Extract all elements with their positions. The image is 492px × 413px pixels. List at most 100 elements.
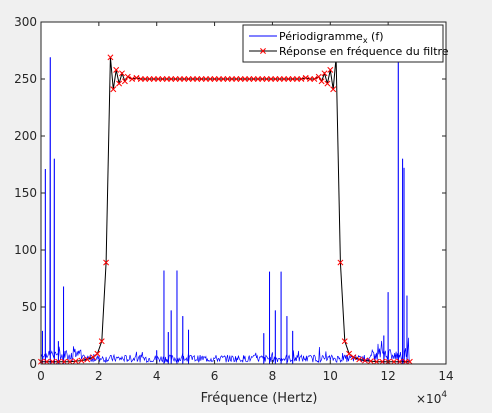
plot-area [41,22,446,364]
filter-response-marker-31 [176,76,183,82]
filter-response-marker-40 [215,76,222,82]
filter-response-marker-15 [113,66,120,73]
filter-response-marker-55 [281,76,287,82]
filter-response-marker-19 [124,73,131,80]
filter-response-marker-16 [116,80,123,87]
y-tick-label-1: 50 [22,300,37,314]
legend: Périodigrammex (f) Réponse en fréquence … [242,24,449,63]
filter-response-marker-80 [390,358,397,365]
filter-response-marker-26 [155,76,162,82]
filter-response-marker-45 [237,76,244,82]
filter-response-marker-34 [189,76,196,82]
axis-ticks: 0 2 4 6 8 10 12 14 0 50 100 150 200 250 300 [14,15,454,383]
filter-response-marker-4 [61,358,68,365]
filter-response-marker-72 [346,350,353,357]
x-tick-label-2: 4 [153,369,161,383]
filter-response-line [41,57,410,363]
legend-box [242,24,444,63]
filter-response-marker-5 [66,358,73,365]
x-tick-label-0: 0 [37,369,45,383]
filter-response-marker-47 [246,76,253,82]
filter-response-marker-28 [163,76,170,82]
filter-response-marker-51 [263,76,270,82]
filter-response-marker-3 [55,358,62,365]
x-tick-label-3: 6 [211,369,219,383]
x-tick-label-1: 2 [95,369,103,383]
filter-response-marker-73 [350,354,357,361]
filter-response-marker-83 [406,358,413,365]
legend-marker-filter [260,48,266,54]
filter-response-marker-17 [119,70,125,77]
filter-response-marker-2 [49,358,56,365]
filter-response-marker-44 [233,76,240,82]
filter-response-marker-13 [107,54,114,61]
filter-response-marker-22 [137,76,144,82]
x-tick-label-4: 8 [269,369,277,383]
y-tick-label-2: 100 [14,243,37,257]
filter-response-marker-50 [259,76,266,82]
filter-response-marker-43 [228,76,235,82]
filter-response-marker-29 [168,76,175,82]
filter-response-marker-65 [321,70,328,77]
x-axis-exponent: ×104 [416,390,447,406]
filter-response-marker-76 [367,358,374,365]
filter-response-marker-52 [268,76,274,82]
filter-response-marker-62 [311,76,318,82]
filter-response-marker-53 [272,76,279,82]
filter-response-marker-82 [402,358,409,365]
filter-response-marker-67 [327,66,334,73]
filter-response-marker-6 [72,358,79,365]
filter-response-marker-9 [90,354,97,361]
filter-response-marker-60 [302,74,309,81]
filter-response-marker-10 [94,350,101,357]
filter-response-marker-7 [78,357,85,364]
filter-response-marker-37 [202,76,209,82]
filter-response-marker-12 [103,259,110,266]
filter-response-marker-23 [142,76,149,82]
filter-response-marker-14 [110,86,117,93]
y-tick-label-0: 0 [29,357,37,371]
filter-response-marker-74 [356,356,363,363]
filter-response-marker-33 [185,76,192,82]
filter-response-marker-61 [307,76,313,82]
filter-response-marker-78 [379,358,386,365]
filter-response-marker-20 [129,76,136,82]
filter-response-series [38,54,413,365]
filter-response-marker-48 [250,76,257,82]
filter-response-marker-38 [207,76,214,82]
filter-response-marker-81 [396,358,403,365]
filter-response-marker-57 [289,76,296,82]
y-tick-label-4: 200 [14,129,37,143]
filter-response-marker-41 [220,76,227,82]
filter-response-marker-32 [181,76,188,82]
filter-response-marker-25 [150,76,157,82]
x-tick-label-7: 14 [438,369,453,383]
filter-response-marker-71 [341,338,348,345]
x-axis-label: Fréquence (Hertz) [201,391,318,406]
filter-response-marker-35 [194,76,201,82]
filter-response-marker-42 [224,76,231,82]
x-tick-label-6: 12 [381,369,396,383]
legend-label-filter: Réponse en fréquence du filtre [279,45,449,58]
filter-response-marker-63 [315,73,322,80]
filter-response-marker-8 [84,356,91,363]
filter-response-marker-59 [298,76,305,82]
filter-response-marker-46 [241,76,248,82]
filter-response-marker-75 [362,357,368,364]
periodogram-line [40,57,411,365]
filter-response-marker-36 [198,76,205,82]
legend-label-periodogram: Périodigrammex (f) [279,30,384,45]
filter-response-marker-68 [330,86,337,93]
y-tick-label-6: 300 [14,15,37,29]
filter-response-marker-66 [324,80,331,87]
filter-response-marker-77 [373,358,380,365]
filter-response-marker-64 [318,78,325,85]
filter-response-marker-27 [159,76,166,82]
filter-response-marker-39 [211,76,218,82]
filter-response-marker-54 [276,76,283,82]
filter-response-marker-49 [255,76,261,82]
y-tick-label-3: 150 [14,186,37,200]
y-tick-label-5: 250 [14,72,37,86]
filter-response-marker-11 [98,338,105,345]
